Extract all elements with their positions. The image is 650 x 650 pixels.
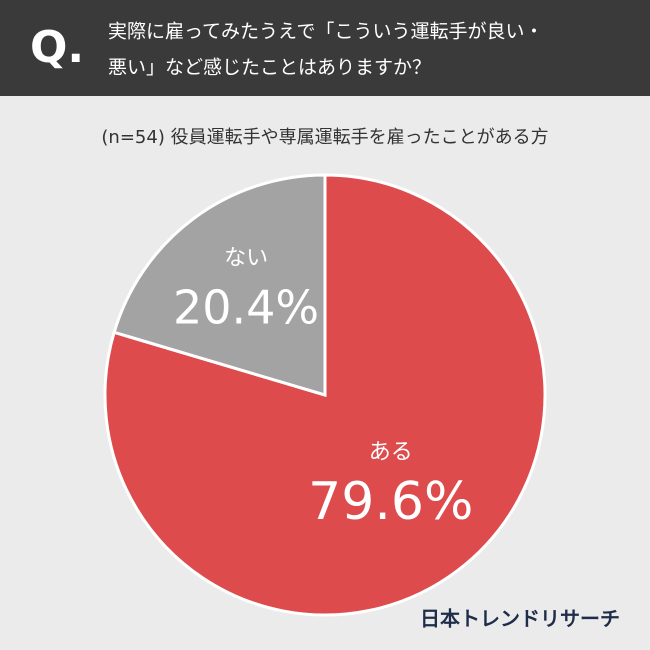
subtitle: (n=54) 役員運転手や専属運転手を雇ったことがある方 — [101, 127, 548, 148]
slice-value-label: 20.4% — [173, 281, 319, 335]
slice-category: ない — [224, 246, 268, 271]
question-line: 悪い」など感じたことはありますか？ — [108, 57, 431, 79]
slice-value-label: 79.6% — [308, 472, 473, 532]
question-mark: Q. — [30, 22, 84, 73]
pie-slice — [103, 173, 547, 617]
slice-category: ある — [369, 440, 413, 465]
pie-slice — [112, 173, 327, 398]
header-band — [0, 0, 650, 96]
question-line: 実際に雇ってみたうえで「こういう運転手が良い・ — [108, 21, 543, 43]
brand: 日本トレンドリサーチ — [420, 607, 620, 631]
